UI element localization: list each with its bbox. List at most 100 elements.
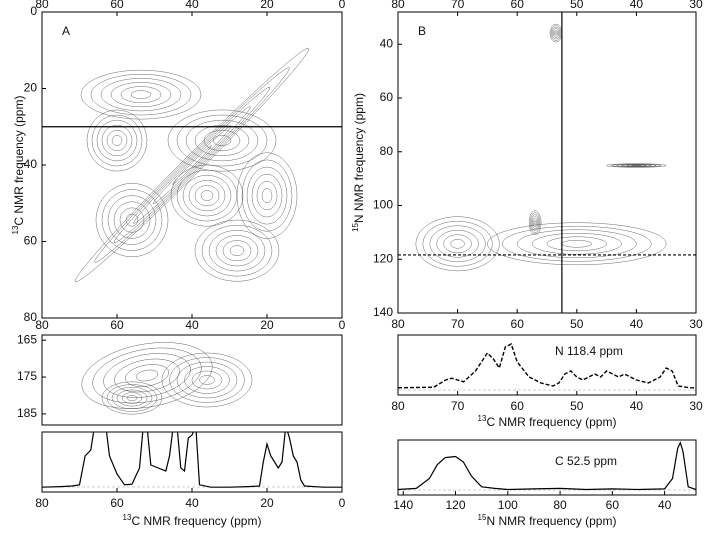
x-tick-label: 40: [630, 317, 644, 331]
x-tick-label: 70: [451, 399, 465, 413]
axis-label-superscript: 15: [478, 513, 487, 522]
x-tick-label: 40: [630, 0, 644, 11]
x-tick-label: 80: [391, 399, 405, 413]
contour-level: [135, 369, 159, 382]
x-tick-label: 50: [570, 0, 584, 11]
contour-level: [103, 353, 191, 398]
contour-level: [502, 226, 652, 262]
y-tick-label: 80: [380, 144, 394, 158]
contour-level: [191, 370, 223, 390]
axis-label-superscript: 15: [351, 223, 360, 232]
contour-level: [616, 164, 657, 167]
contour-level: [182, 175, 232, 217]
contour-level: [101, 381, 163, 415]
contour-level: [251, 173, 283, 218]
frame: [397, 439, 697, 496]
plot-area: [398, 441, 696, 491]
contour-level: [261, 188, 273, 203]
contour-level: [114, 358, 180, 393]
contour-level: [161, 352, 253, 408]
spectrum-trace: [398, 343, 696, 389]
x-tick-label: 60: [110, 496, 124, 510]
contour-level: [194, 125, 250, 157]
contour-level: [199, 375, 215, 385]
contour-level: [200, 190, 214, 201]
panel-label: A: [62, 24, 70, 38]
y-tick-label: 175: [17, 369, 37, 383]
contour-level: [176, 361, 238, 399]
frame: [41, 11, 343, 319]
axis-label-superscript: 13: [123, 513, 132, 522]
contour-level: [208, 230, 266, 272]
contour-level: [80, 69, 202, 120]
contour-level: [415, 216, 500, 272]
contour-level: [450, 239, 465, 249]
axis-label: 13C NMR frequency (ppm): [11, 96, 26, 235]
plot-area: [81, 342, 253, 415]
contour-level: [241, 159, 293, 232]
contour-level: [120, 86, 162, 103]
annotation: N 118.4 ppm: [555, 344, 623, 358]
x-tick-label: 20: [260, 318, 274, 332]
contour-level: [74, 47, 310, 283]
contour-level: [172, 145, 212, 185]
x-tick-label: 40: [658, 498, 672, 512]
contour-level: [443, 234, 472, 254]
contour-level: [130, 90, 152, 99]
y-tick-label: 165: [17, 332, 37, 346]
x-tick-label: 30: [689, 0, 703, 11]
x-tick-label: 30: [689, 399, 703, 413]
contour-level: [92, 347, 202, 404]
x-tick-label: 20: [260, 496, 274, 510]
contour-level: [606, 163, 667, 168]
x-tick-label: 60: [110, 318, 124, 332]
x-tick-label: 100: [498, 498, 518, 512]
axis-label: 15N NMR frequency (ppm): [478, 513, 617, 528]
x-tick-label: 0: [339, 318, 346, 332]
contour-level: [194, 185, 220, 207]
x-tick-label: 60: [511, 399, 525, 413]
contour-level: [101, 189, 163, 251]
x-tick-label: 60: [511, 317, 525, 331]
x-tick-label: 70: [451, 317, 465, 331]
y-tick-label: 60: [380, 90, 394, 104]
contour-level: [533, 220, 537, 225]
x-tick-label: 30: [689, 317, 703, 331]
x-tick-label: 40: [185, 0, 199, 11]
contour-level: [621, 164, 652, 167]
contour-level: [222, 240, 252, 262]
contour-level: [106, 130, 128, 151]
x-tick-label: 60: [511, 0, 525, 11]
contour-level: [552, 28, 560, 38]
frame: [397, 11, 697, 314]
y-tick-label: 40: [24, 157, 38, 171]
spectrum-trace: [42, 432, 342, 488]
panel-label: B: [418, 24, 426, 38]
axis-label-text: N NMR frequency (ppm): [352, 93, 366, 223]
contour-level: [116, 389, 148, 407]
contour-level: [256, 181, 278, 211]
y-tick-label: 120: [373, 251, 393, 265]
contour-level: [100, 78, 182, 112]
contour-level: [106, 384, 158, 412]
y-tick-label: 60: [24, 234, 38, 248]
y-tick-label: 0: [30, 4, 37, 18]
contour-level: [90, 74, 192, 116]
spectrum-trace: [398, 441, 696, 491]
axis-label: 13C NMR frequency (ppm): [478, 414, 617, 429]
x-tick-label: 0: [339, 496, 346, 510]
contour-level: [517, 229, 637, 259]
contour-level: [125, 364, 169, 387]
contour-level: [551, 26, 561, 40]
contour-level: [487, 222, 667, 266]
x-tick-label: 40: [185, 496, 199, 510]
plot-area: [42, 47, 342, 283]
contour-level: [95, 183, 169, 258]
y-tick-label: 80: [24, 310, 38, 324]
contour-level: [125, 213, 139, 227]
x-tick-label: 80: [391, 317, 405, 331]
frame: [397, 334, 697, 396]
contour-level: [81, 342, 213, 409]
plot-area: [398, 343, 696, 391]
